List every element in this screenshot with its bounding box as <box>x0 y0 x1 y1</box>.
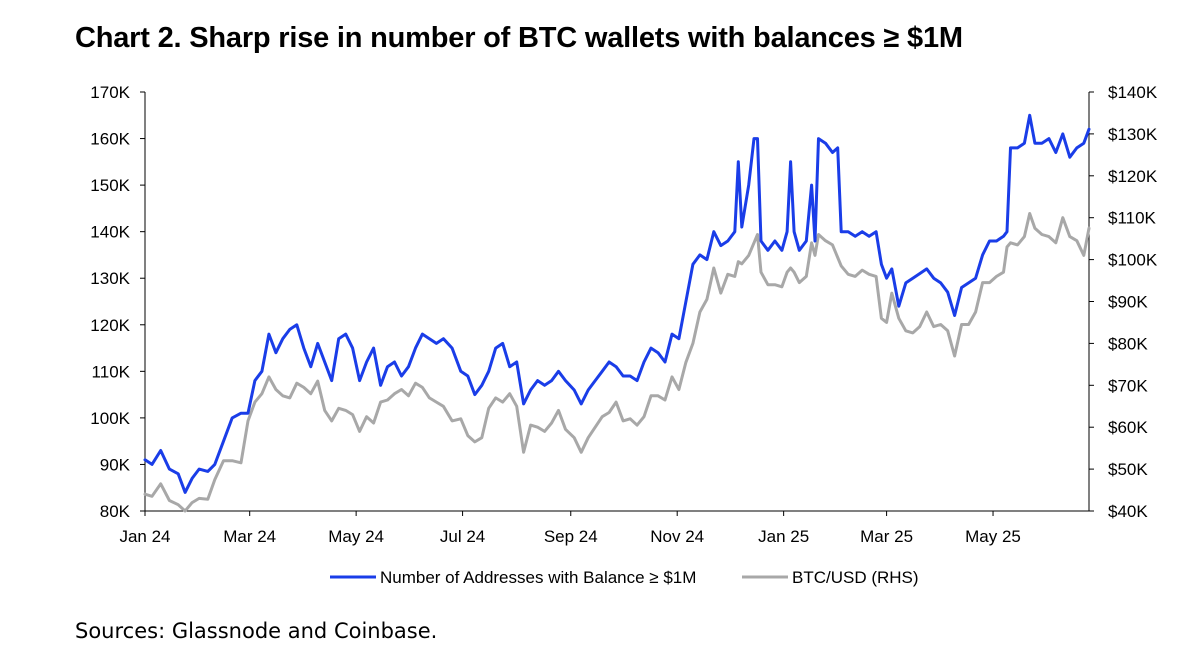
y-left-tick-label: 170K <box>90 83 130 102</box>
y-left-tick-label: 150K <box>90 176 130 195</box>
x-tick-label: Mar 25 <box>860 527 913 546</box>
x-tick-label: Jan 24 <box>119 527 170 546</box>
y-right-tick-label: $40K <box>1108 502 1148 521</box>
chart-title: Chart 2. Sharp rise in number of BTC wal… <box>75 22 963 54</box>
y-left-tick-label: 110K <box>92 362 131 381</box>
y-right-tick-label: $120K <box>1108 167 1158 186</box>
y-right-tick-label: $110K <box>1108 209 1157 228</box>
source-note: Sources: Glassnode and Coinbase. <box>75 619 438 643</box>
chart-legend: Number of Addresses with Balance ≥ $1M BT… <box>330 568 919 587</box>
x-tick-label: Sep 24 <box>544 527 598 546</box>
y-right-tick-label: $100K <box>1108 251 1158 270</box>
x-tick-label: Mar 24 <box>223 527 276 546</box>
y-right-tick-label: $80K <box>1108 334 1148 353</box>
x-tick-label: Jan 25 <box>758 527 809 546</box>
chart-axes: 80K 90K 100K 110K 120K 130K 140K 150K 160K 170K $4… <box>90 83 1158 546</box>
btc-usd-line <box>143 212 1091 513</box>
x-tick-label: May 25 <box>965 527 1021 546</box>
y-left-tick-label: 120K <box>90 316 130 335</box>
y-left-tick-label: 80K <box>100 502 131 521</box>
y-left-tick-label: 130K <box>90 269 130 288</box>
series-layer <box>143 113 1091 513</box>
y-right-tick-label: $60K <box>1108 418 1148 437</box>
y-left-tick-label: 100K <box>90 409 130 428</box>
y-right-tick-label: $130K <box>1108 125 1158 144</box>
legend-label-addresses: Number of Addresses with Balance ≥ $1M <box>380 568 696 587</box>
x-tick-label: May 24 <box>328 527 384 546</box>
addresses-line <box>143 113 1091 494</box>
y-right-tick-label: $140K <box>1108 83 1158 102</box>
legend-label-btc: BTC/USD (RHS) <box>792 568 919 587</box>
x-tick-label: Jul 24 <box>440 527 485 546</box>
y-right-tick-label: $50K <box>1108 460 1148 479</box>
x-tick-label: Nov 24 <box>650 527 704 546</box>
y-left-tick-label: 160K <box>90 130 130 149</box>
y-right-tick-label: $90K <box>1108 293 1148 312</box>
y-right-tick-label: $70K <box>1108 376 1148 395</box>
y-left-tick-label: 140K <box>90 223 130 242</box>
y-left-tick-label: 90K <box>100 455 131 474</box>
